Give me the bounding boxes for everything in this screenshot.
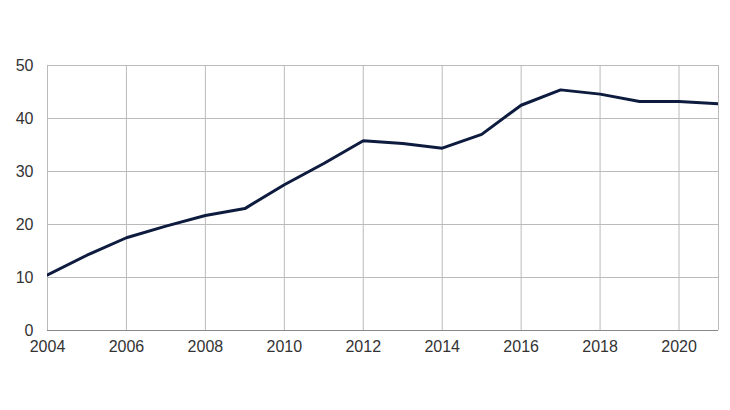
svg-text:2020: 2020 <box>661 338 697 355</box>
svg-text:2012: 2012 <box>345 338 381 355</box>
svg-text:50: 50 <box>16 57 34 74</box>
svg-text:2010: 2010 <box>267 338 303 355</box>
svg-text:2016: 2016 <box>503 338 539 355</box>
svg-text:2004: 2004 <box>30 338 66 355</box>
svg-text:10: 10 <box>16 269 34 286</box>
svg-text:0: 0 <box>25 322 34 339</box>
svg-text:40: 40 <box>16 110 34 127</box>
svg-text:30: 30 <box>16 163 34 180</box>
svg-text:2006: 2006 <box>109 338 145 355</box>
svg-text:2014: 2014 <box>424 338 460 355</box>
svg-text:2018: 2018 <box>582 338 618 355</box>
svg-text:2008: 2008 <box>188 338 224 355</box>
svg-text:20: 20 <box>16 216 34 233</box>
